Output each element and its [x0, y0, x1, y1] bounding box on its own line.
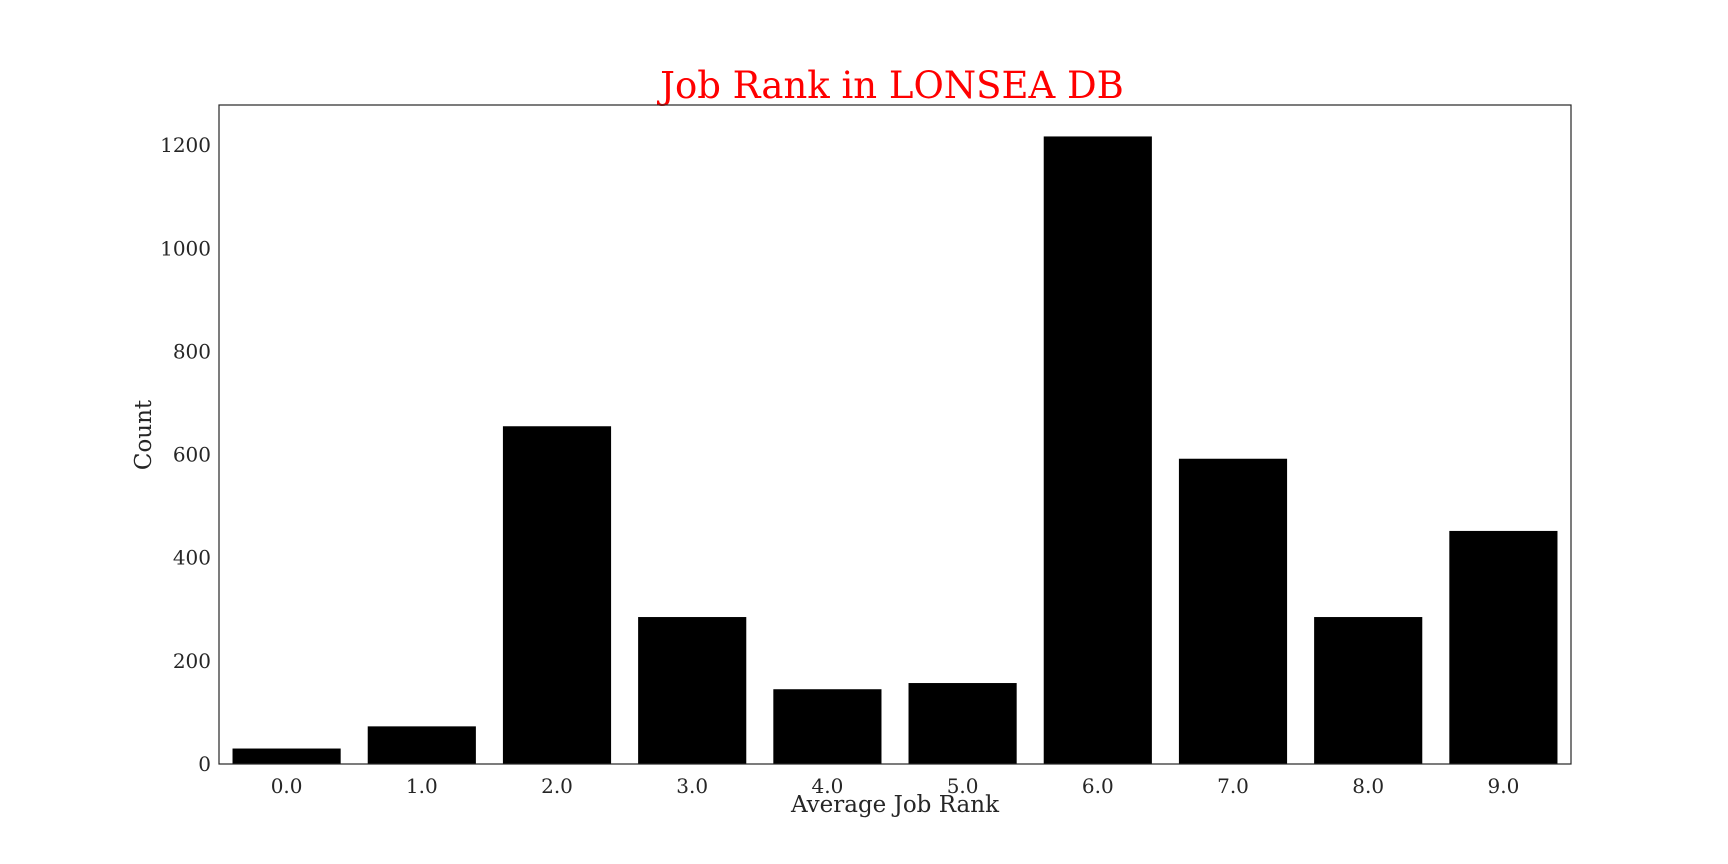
y-tick-label: 1200 — [160, 133, 211, 157]
chart-title: Job Rank in LONSEA DB — [656, 64, 1124, 107]
x-tick-label: 9.0 — [1487, 774, 1519, 798]
y-tick-label: 400 — [173, 546, 211, 570]
x-tick-label: 2.0 — [541, 774, 573, 798]
x-tick-label: 8.0 — [1352, 774, 1384, 798]
bar-8.0 — [1314, 617, 1423, 764]
y-axis: 0 200 400 600 800 1000 1200 — [160, 133, 211, 776]
y-tick-label: 1000 — [160, 236, 211, 260]
bar-9.0 — [1449, 530, 1558, 764]
x-tick-label: 0.0 — [271, 774, 303, 798]
y-tick-label: 600 — [173, 443, 211, 467]
bar-1.0 — [367, 726, 476, 764]
y-axis-label: Count — [131, 399, 157, 470]
bar-7.0 — [1178, 458, 1288, 764]
bar-0.0 — [232, 748, 341, 764]
x-tick-label: 3.0 — [676, 774, 708, 798]
x-axis: 0.0 1.0 2.0 3.0 4.0 5.0 6.0 7.0 8.0 9.0 — [271, 774, 1520, 798]
y-tick-label: 800 — [173, 339, 211, 363]
bar-6.0 — [1043, 136, 1152, 764]
x-tick-label: 1.0 — [406, 774, 438, 798]
x-tick-label: 4.0 — [811, 774, 843, 798]
x-tick-label: 7.0 — [1217, 774, 1249, 798]
bar-4.0 — [773, 689, 882, 764]
bar-3.0 — [638, 617, 747, 764]
x-tick-label: 6.0 — [1082, 774, 1114, 798]
y-tick-label: 0 — [198, 752, 211, 776]
y-tick-label: 200 — [173, 649, 211, 673]
bars-layer — [232, 136, 1558, 764]
plot-frame — [218, 104, 1572, 765]
bar-2.0 — [502, 426, 612, 764]
x-tick-label: 5.0 — [947, 774, 979, 798]
bar-5.0 — [908, 683, 1017, 764]
x-axis-label: Average Job Rank — [790, 792, 1000, 818]
